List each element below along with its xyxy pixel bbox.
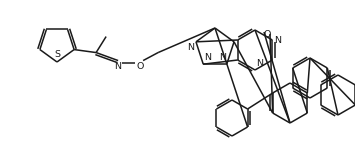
Text: O: O	[263, 29, 271, 38]
Text: N: N	[204, 53, 211, 62]
Text: N: N	[115, 62, 122, 71]
Text: S: S	[54, 50, 60, 59]
Text: N: N	[274, 35, 281, 44]
Text: N: N	[187, 43, 194, 52]
Text: N: N	[219, 53, 226, 62]
Text: N: N	[256, 59, 263, 68]
Text: O: O	[136, 62, 144, 71]
